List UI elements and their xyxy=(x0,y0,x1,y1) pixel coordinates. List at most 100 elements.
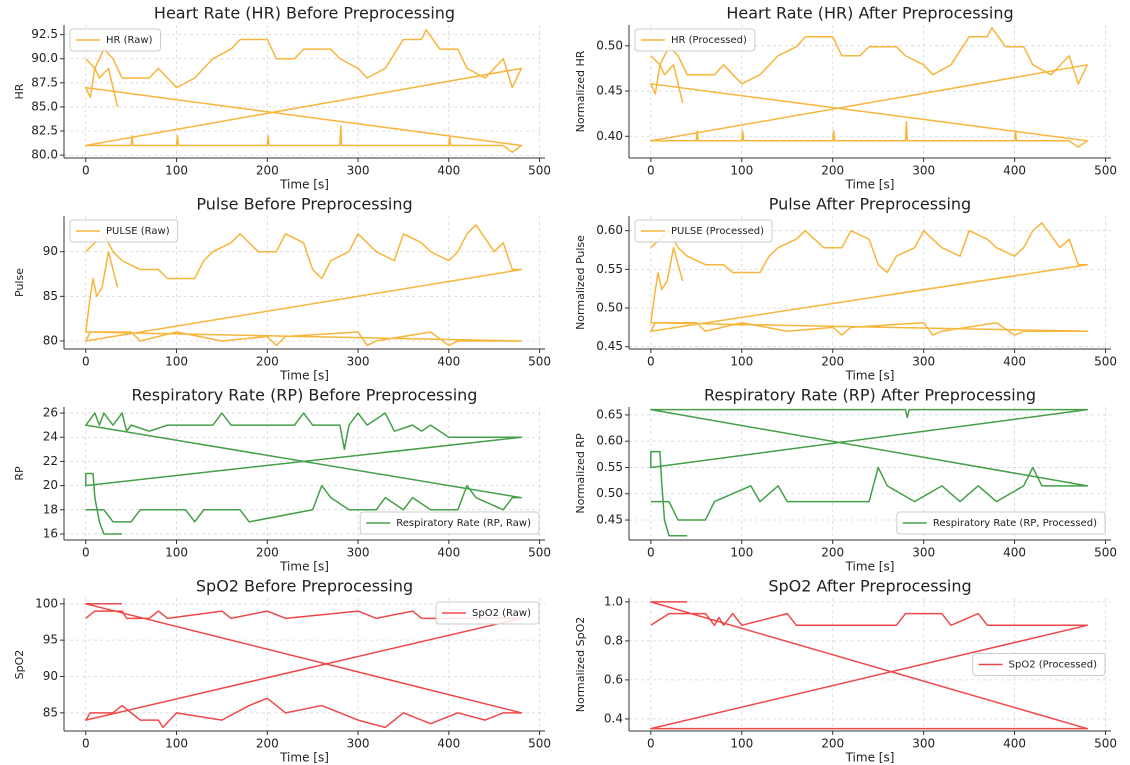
legend-box xyxy=(435,601,540,625)
x-tick-label: 0 xyxy=(82,737,90,751)
y-tick-label: 90 xyxy=(43,669,58,683)
y-tick-label: 18 xyxy=(43,502,58,516)
legend: SpO2 (Processed) xyxy=(972,653,1106,676)
chart-title: Heart Rate (HR) Before Preprocessing xyxy=(154,4,455,23)
x-axis-label: Time [s] xyxy=(279,369,329,383)
data-line xyxy=(85,412,523,535)
legend: Respiratory Rate (RP, Raw) xyxy=(359,511,540,535)
chart-title: Respiratory Rate (RP) After Preprocessin… xyxy=(704,386,1036,405)
x-tick-label: 100 xyxy=(165,355,188,369)
x-axis-label: Time [s] xyxy=(845,751,895,765)
y-tick-label: 0.45 xyxy=(596,513,623,527)
data-line xyxy=(650,26,1089,148)
y-tick-label: 0.45 xyxy=(596,84,623,98)
x-tick-label: 500 xyxy=(528,546,551,560)
subplot: 0 100 200 300 400 500 0.45 0.50 0.55 0.60 Pulse Af… xyxy=(574,195,1117,383)
legend: HR (Raw) xyxy=(69,28,161,52)
x-tick-label: 500 xyxy=(528,355,551,369)
y-tick-label: 0.55 xyxy=(596,460,623,474)
y-tick-label: 0.45 xyxy=(596,339,623,353)
x-tick-label: 400 xyxy=(437,546,460,560)
y-axis-label: Normalized SpO2 xyxy=(574,617,587,713)
y-axis-label: Normalized RP xyxy=(574,433,587,514)
legend-box xyxy=(634,28,756,52)
legend: SpO2 (Raw) xyxy=(435,601,540,625)
x-tick-label: 500 xyxy=(528,164,551,178)
x-tick-label: 0 xyxy=(82,355,90,369)
x-tick-label: 100 xyxy=(730,737,753,751)
y-tick-label: 0.65 xyxy=(596,407,623,421)
subplot: 0 100 200 300 400 500 80 85 90 Pulse Before Prepr… xyxy=(13,195,551,383)
legend-box xyxy=(69,219,179,243)
x-tick-label: 400 xyxy=(437,355,460,369)
y-tick-label: 0.60 xyxy=(596,223,623,237)
y-axis-label: Normalized HR xyxy=(574,50,587,132)
y-tick-label: 92.5 xyxy=(31,27,58,41)
y-tick-label: 20 xyxy=(43,478,58,492)
x-tick-label: 200 xyxy=(256,546,279,560)
y-tick-label: 22 xyxy=(43,454,58,468)
chart-title: Pulse Before Preprocessing xyxy=(196,195,412,214)
x-axis-label: Time [s] xyxy=(845,178,895,192)
legend-box xyxy=(359,511,540,535)
x-tick-label: 300 xyxy=(912,546,935,560)
x-tick-label: 200 xyxy=(256,737,279,751)
x-tick-label: 300 xyxy=(347,737,370,751)
x-tick-label: 400 xyxy=(437,164,460,178)
y-tick-label: 0.50 xyxy=(596,38,623,52)
y-tick-label: 82.5 xyxy=(31,124,58,138)
chart-title: SpO2 After Preprocessing xyxy=(768,577,971,596)
legend-box xyxy=(972,653,1106,676)
x-tick-label: 200 xyxy=(256,164,279,178)
legend-label: HR (Raw) xyxy=(106,35,153,46)
data-line xyxy=(650,408,1089,537)
x-tick-label: 0 xyxy=(647,355,655,369)
x-tick-label: 400 xyxy=(1003,737,1026,751)
x-tick-label: 400 xyxy=(1003,164,1026,178)
data-line xyxy=(650,601,1089,730)
y-tick-label: 85 xyxy=(43,289,58,303)
legend-label: PULSE (Processed) xyxy=(671,226,764,237)
data-line xyxy=(85,29,523,153)
legend-box xyxy=(634,219,773,243)
x-tick-label: 200 xyxy=(821,546,844,560)
x-tick-label: 200 xyxy=(256,355,279,369)
x-tick-label: 500 xyxy=(1094,355,1117,369)
x-tick-label: 100 xyxy=(730,164,753,178)
legend: PULSE (Processed) xyxy=(634,219,773,243)
data-line xyxy=(85,224,523,347)
subplot: 0 100 200 300 400 500 80.0 82.5 85.0 87.5 90.0 92.5… xyxy=(13,4,551,192)
x-tick-label: 100 xyxy=(165,546,188,560)
chart-title: SpO2 Before Preprocessing xyxy=(196,577,413,596)
x-tick-label: 200 xyxy=(821,164,844,178)
y-tick-label: 0.40 xyxy=(596,129,623,143)
y-tick-label: 24 xyxy=(43,430,58,444)
y-tick-label: 85 xyxy=(43,705,58,719)
legend-label: Respiratory Rate (RP, Processed) xyxy=(933,518,1097,529)
y-tick-label: 87.5 xyxy=(31,75,58,89)
legend: Respiratory Rate (RP, Processed) xyxy=(896,511,1106,535)
legend: PULSE (Raw) xyxy=(69,219,179,243)
legend-label: PULSE (Raw) xyxy=(106,226,170,237)
x-tick-label: 100 xyxy=(730,546,753,560)
y-tick-label: 26 xyxy=(43,406,58,420)
x-tick-label: 400 xyxy=(1003,355,1026,369)
subplot: 0 100 200 300 400 500 0.40 0.45 0.50 Heart Rate (… xyxy=(574,4,1117,192)
chart-title: Heart Rate (HR) After Preprocessing xyxy=(726,4,1013,23)
legend-label: Respiratory Rate (RP, Raw) xyxy=(396,518,531,529)
x-tick-label: 300 xyxy=(912,355,935,369)
chart-title: Respiratory Rate (RP) Before Preprocessi… xyxy=(132,386,478,405)
chart-title: Pulse After Preprocessing xyxy=(769,195,971,214)
x-tick-label: 300 xyxy=(912,737,935,751)
y-axis-label: Normalized Pulse xyxy=(574,235,587,330)
y-tick-label: 0.50 xyxy=(596,301,623,315)
y-axis-label: HR xyxy=(13,83,26,99)
x-tick-label: 500 xyxy=(1094,164,1117,178)
x-tick-label: 500 xyxy=(528,737,551,751)
data-line xyxy=(85,603,523,729)
y-axis-label: RP xyxy=(13,466,26,481)
y-tick-label: 95 xyxy=(43,633,58,647)
y-axis-label: SpO2 xyxy=(13,650,26,680)
y-tick-label: 0.55 xyxy=(596,262,623,276)
